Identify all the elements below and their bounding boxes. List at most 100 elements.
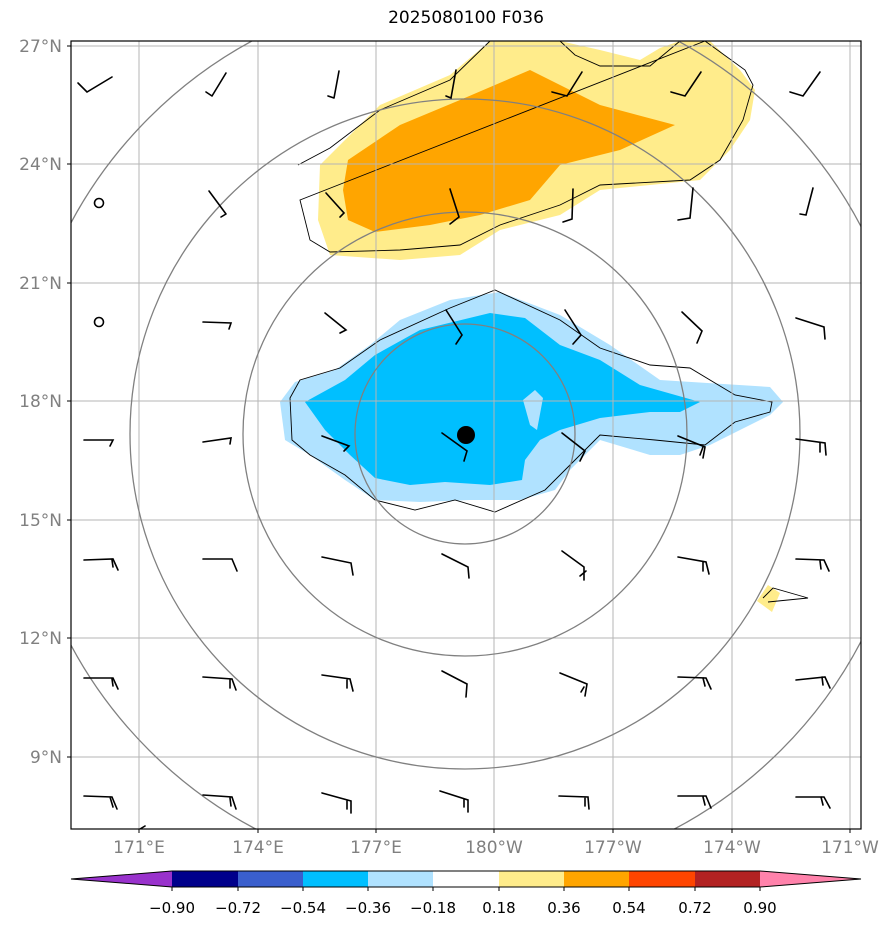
wind-barb <box>83 439 115 447</box>
wind-barb <box>677 795 712 809</box>
wind-barb <box>677 435 706 459</box>
wind-barb <box>677 556 710 575</box>
map-panel <box>71 41 861 829</box>
wind-barb <box>677 187 694 221</box>
colorbar: −0.90 −0.72 −0.54 −0.36 −0.18 0.18 0.36 … <box>70 870 862 917</box>
wind-barb <box>83 558 119 571</box>
positive-anomaly-inner <box>343 70 675 232</box>
negative-notch <box>523 390 543 430</box>
latitude-labels: 27°N 24°N 21°N 18°N 15°N 12°N 9°N <box>19 37 62 768</box>
wind-barb <box>321 674 354 692</box>
wind-barb <box>551 71 583 97</box>
lat-label: 15°N <box>19 511 62 531</box>
lat-label: 24°N <box>19 155 62 175</box>
colorbar-tick-label: 0.18 <box>482 899 515 917</box>
lat-label: 21°N <box>19 274 62 294</box>
wind-barb <box>441 553 470 579</box>
wind-barb <box>562 188 574 223</box>
wind-barb <box>202 558 238 572</box>
gridlines <box>71 41 861 829</box>
colorbar-segment <box>238 871 303 887</box>
lat-label: 27°N <box>19 37 62 57</box>
calm-circle <box>93 316 105 328</box>
colorbar-tick-label: −0.90 <box>149 899 195 917</box>
wind-barb <box>321 792 352 814</box>
colorbar-segment <box>629 871 695 887</box>
axis-ticks <box>67 45 851 833</box>
wind-barb <box>561 432 587 462</box>
wind-barb <box>558 795 590 810</box>
lat-label: 12°N <box>19 629 62 649</box>
negative-anomaly-inner <box>305 313 700 485</box>
calm-circle <box>93 197 105 209</box>
lat-label: 9°N <box>30 748 62 768</box>
wind-barb <box>789 71 821 97</box>
wind-barb <box>449 188 460 225</box>
wind-barb <box>799 187 814 216</box>
colorbar-tick-label: 0.90 <box>743 899 776 917</box>
wind-barb <box>795 317 826 340</box>
wind-barb <box>208 190 227 218</box>
wind-barb <box>445 69 457 100</box>
wind-barb <box>205 72 227 97</box>
wind-barb <box>202 437 232 445</box>
wind-barb <box>561 550 587 581</box>
storm-center-marker <box>457 426 475 444</box>
wind-barb <box>445 309 463 345</box>
lon-label: 180°W <box>465 838 523 858</box>
wind-barb <box>325 192 346 218</box>
contour-small <box>762 587 809 603</box>
wind-barb <box>681 311 703 344</box>
contour-lines <box>289 41 809 603</box>
longitude-labels: 171°E 174°E 177°E 180°W 177°W 174°W 171°… <box>113 838 879 858</box>
lon-label: 177°E <box>350 838 402 858</box>
wind-barbs <box>77 69 831 829</box>
wind-barb <box>795 438 827 456</box>
wind-barb <box>670 71 702 97</box>
colorbar-segment <box>172 871 238 887</box>
colorbar-tick-label: 0.54 <box>612 899 645 917</box>
colorbar-tick-label: −0.72 <box>215 899 261 917</box>
lon-label: 174°W <box>703 838 761 858</box>
contour-south <box>289 289 773 513</box>
colorbar-segment <box>564 871 629 887</box>
shading-positive <box>318 41 780 612</box>
colorbar-tick-label: 0.72 <box>678 899 711 917</box>
map-title: 2025080100 F036 <box>388 8 544 28</box>
range-ring-2 <box>242 211 688 657</box>
map-frame <box>70 40 862 830</box>
wind-barb <box>795 796 831 809</box>
colorbar-segment <box>695 871 760 887</box>
colorbar-segment <box>368 871 433 887</box>
lat-label: 18°N <box>19 392 62 412</box>
wind-barb <box>324 312 348 334</box>
colorbar-tick-label: −0.36 <box>345 899 391 917</box>
range-ring-1 <box>354 323 576 545</box>
lon-label: 171°E <box>113 838 165 858</box>
wind-barb <box>321 435 351 452</box>
wind-barb <box>441 670 468 698</box>
wind-barb <box>202 794 237 810</box>
wind-barb <box>795 558 830 572</box>
wind-barb <box>441 432 468 462</box>
wind-barb <box>83 677 119 690</box>
wind-barb <box>677 676 712 690</box>
wind-barb <box>77 76 113 94</box>
wind-barb <box>327 70 340 99</box>
colorbar-tick-label: 0.36 <box>547 899 580 917</box>
wind-barb <box>564 309 583 345</box>
colorbar-segment <box>433 871 499 887</box>
lon-label: 171°W <box>821 838 879 858</box>
wind-barb <box>83 795 118 810</box>
wind-barb <box>439 790 469 813</box>
colorbar-extend-high <box>760 871 861 887</box>
lon-label: 177°W <box>584 838 642 858</box>
small-positive-patch <box>757 585 780 612</box>
wind-barb <box>559 672 588 697</box>
colorbar-tick-label: −0.54 <box>280 899 326 917</box>
wind-barb <box>795 676 831 689</box>
shading-negative <box>280 292 783 502</box>
wind-barb <box>202 321 233 330</box>
wind-barb <box>321 556 354 576</box>
